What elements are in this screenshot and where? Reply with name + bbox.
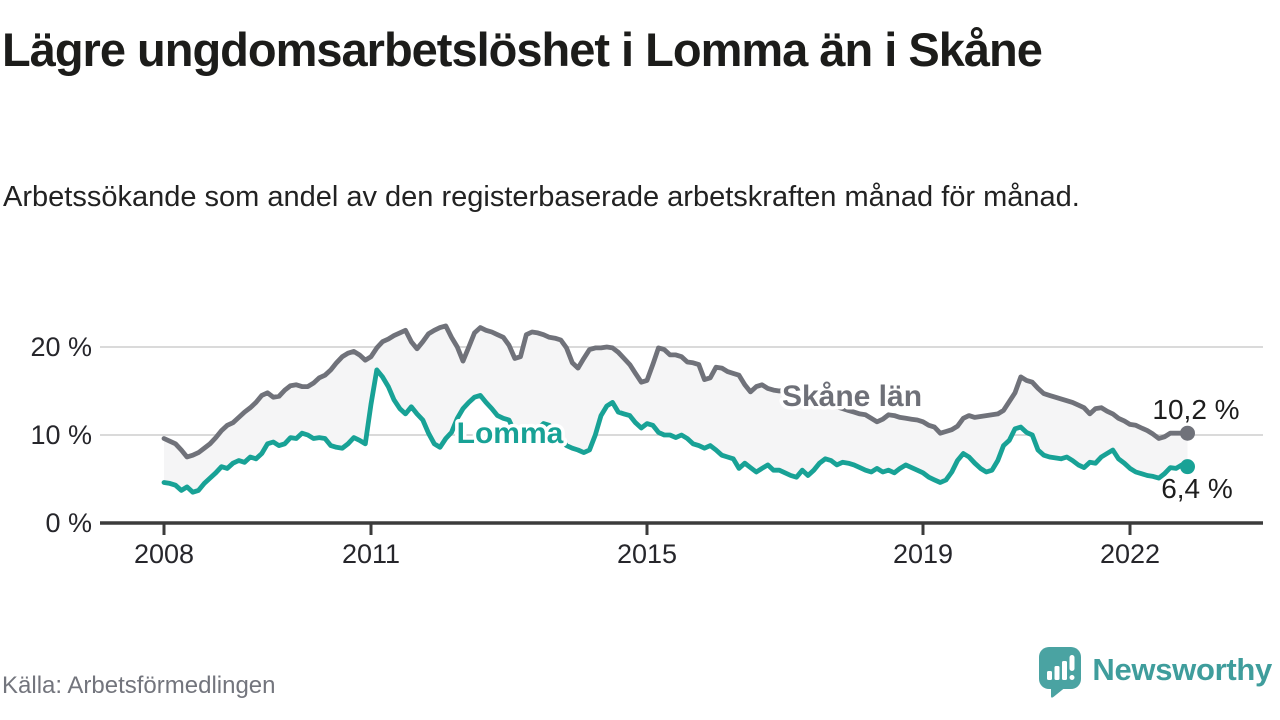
- lomma-end-dot: [1180, 459, 1195, 475]
- bar-chart-speech-bubble-icon: [1037, 645, 1083, 704]
- chart-title: Lägre ungdomsarbetslöshet i Lomma än i S…: [2, 23, 1043, 76]
- x-tick-label-2019: 2019: [893, 539, 953, 569]
- x-tick-label-2015: 2015: [617, 539, 677, 569]
- lomma-end-value-label: 6,4 %: [1161, 473, 1233, 504]
- chart-subtitle: Arbetssökande som andel av den registerb…: [3, 181, 1080, 213]
- source-caption: Källa: Arbetsförmedlingen: [2, 672, 276, 699]
- skane-line: [161, 323, 1190, 460]
- chart-canvas: 2008 2011 2015 2019 2022 20 % 10 % 0 % S…: [30, 323, 1263, 569]
- x-tick-label-2008: 2008: [134, 539, 194, 569]
- skane-end-value-label: 10,2 %: [1152, 394, 1239, 425]
- series-gap-band: [164, 325, 1188, 493]
- skane-series-label: Skåne län: [782, 380, 922, 413]
- y-axis-label-0: 0 %: [45, 508, 92, 538]
- lomma-line: [161, 367, 1190, 495]
- newsworthy-logo-text: Newsworthy: [1092, 651, 1272, 687]
- y-axis-label-20: 20 %: [30, 332, 92, 362]
- y-axis-label-10: 10 %: [30, 420, 92, 450]
- x-tick-label-2022: 2022: [1100, 539, 1160, 569]
- newsworthy-logo: Newsworthy: [1037, 645, 1272, 704]
- lomma-series-label: Lomma: [457, 417, 564, 450]
- skane-end-dot: [1180, 425, 1195, 441]
- x-tick-label-2011: 2011: [342, 539, 400, 569]
- line-chart: 2008 2011 2015 2019 2022 20 % 10 % 0 % S…: [0, 295, 1280, 580]
